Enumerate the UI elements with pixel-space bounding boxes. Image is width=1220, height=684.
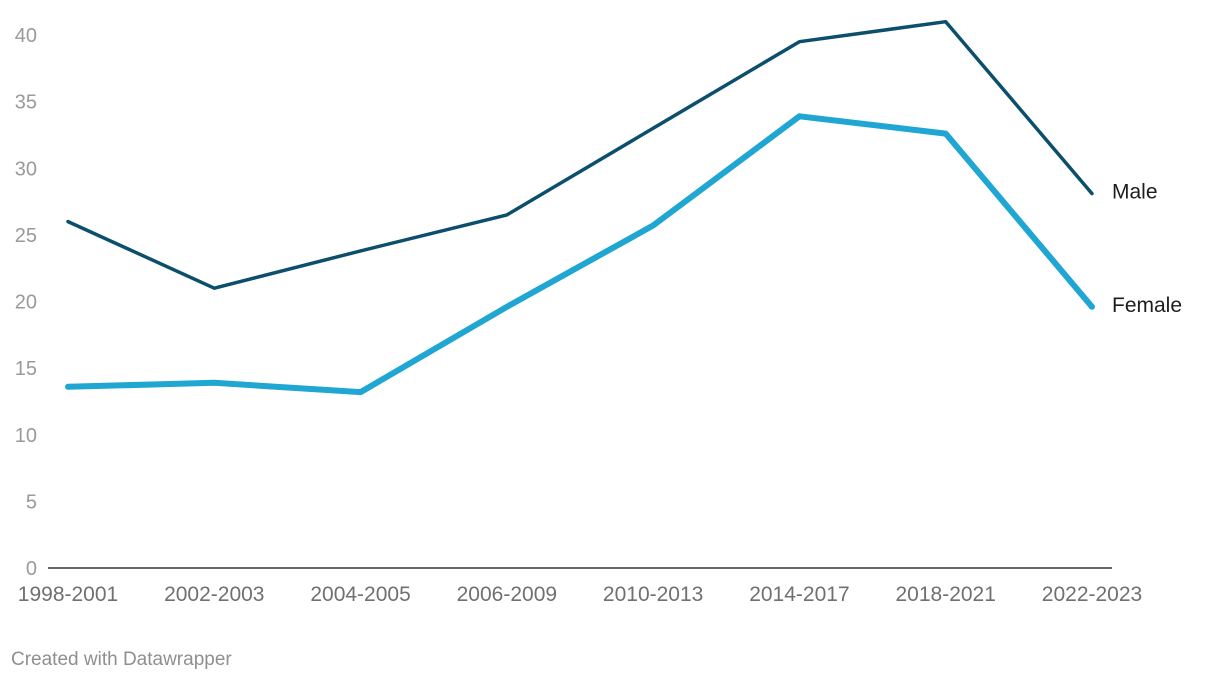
series-lines — [65, 19, 1095, 396]
y-tick-label: 35 — [15, 92, 37, 114]
x-tick-label: 2014-2017 — [749, 583, 849, 606]
y-tick-label: 30 — [15, 158, 37, 180]
y-tick-label: 5 — [26, 491, 37, 513]
x-tick-label: 2022-2023 — [1042, 583, 1142, 606]
x-tick-label: 2006-2009 — [457, 583, 557, 606]
y-tick-label: 10 — [15, 425, 37, 447]
y-tick-label: 0 — [26, 558, 37, 580]
y-tick-label: 40 — [15, 25, 37, 47]
x-axis-ticks: 1998-2001 2002-2003 2004-2005 2006-2009 2010… — [18, 583, 1142, 606]
y-tick-label: 25 — [15, 225, 37, 247]
series-label-female: Female — [1112, 294, 1182, 317]
x-tick-label: 2004-2005 — [310, 583, 410, 606]
y-tick-label: 15 — [15, 358, 37, 380]
x-tick-label: 2002-2003 — [164, 583, 264, 606]
series-labels: Male Female — [1112, 181, 1182, 317]
y-tick-label: 20 — [15, 292, 37, 314]
x-tick-label: 2018-2021 — [895, 583, 995, 606]
series-line-female — [65, 113, 1095, 396]
x-tick-label: 1998-2001 — [18, 583, 118, 606]
y-axis-ticks: 0 5 10 15 20 25 30 35 40 — [15, 25, 37, 580]
series-label-male: Male — [1112, 181, 1158, 204]
x-tick-label: 2010-2013 — [603, 583, 703, 606]
credit-text: Created with Datawrapper — [11, 649, 232, 670]
series-line-male — [66, 19, 1094, 290]
